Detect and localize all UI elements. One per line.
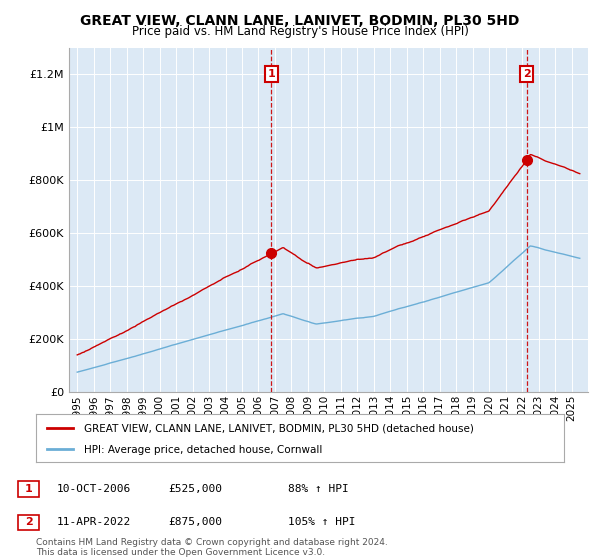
Text: 1: 1: [268, 69, 275, 79]
Text: 2: 2: [523, 69, 530, 79]
Text: 88% ↑ HPI: 88% ↑ HPI: [288, 484, 349, 494]
Text: 2: 2: [25, 517, 32, 528]
Text: GREAT VIEW, CLANN LANE, LANIVET, BODMIN, PL30 5HD (detached house): GREAT VIEW, CLANN LANE, LANIVET, BODMIN,…: [83, 424, 473, 433]
Text: £875,000: £875,000: [168, 517, 222, 528]
Text: Contains HM Land Registry data © Crown copyright and database right 2024.
This d: Contains HM Land Registry data © Crown c…: [36, 538, 388, 557]
Text: 1: 1: [25, 484, 32, 494]
Text: 10-OCT-2006: 10-OCT-2006: [57, 484, 131, 494]
Text: 11-APR-2022: 11-APR-2022: [57, 517, 131, 528]
Text: GREAT VIEW, CLANN LANE, LANIVET, BODMIN, PL30 5HD: GREAT VIEW, CLANN LANE, LANIVET, BODMIN,…: [80, 14, 520, 28]
Text: Price paid vs. HM Land Registry's House Price Index (HPI): Price paid vs. HM Land Registry's House …: [131, 25, 469, 38]
Text: HPI: Average price, detached house, Cornwall: HPI: Average price, detached house, Corn…: [83, 445, 322, 455]
Text: 105% ↑ HPI: 105% ↑ HPI: [288, 517, 355, 528]
Text: £525,000: £525,000: [168, 484, 222, 494]
